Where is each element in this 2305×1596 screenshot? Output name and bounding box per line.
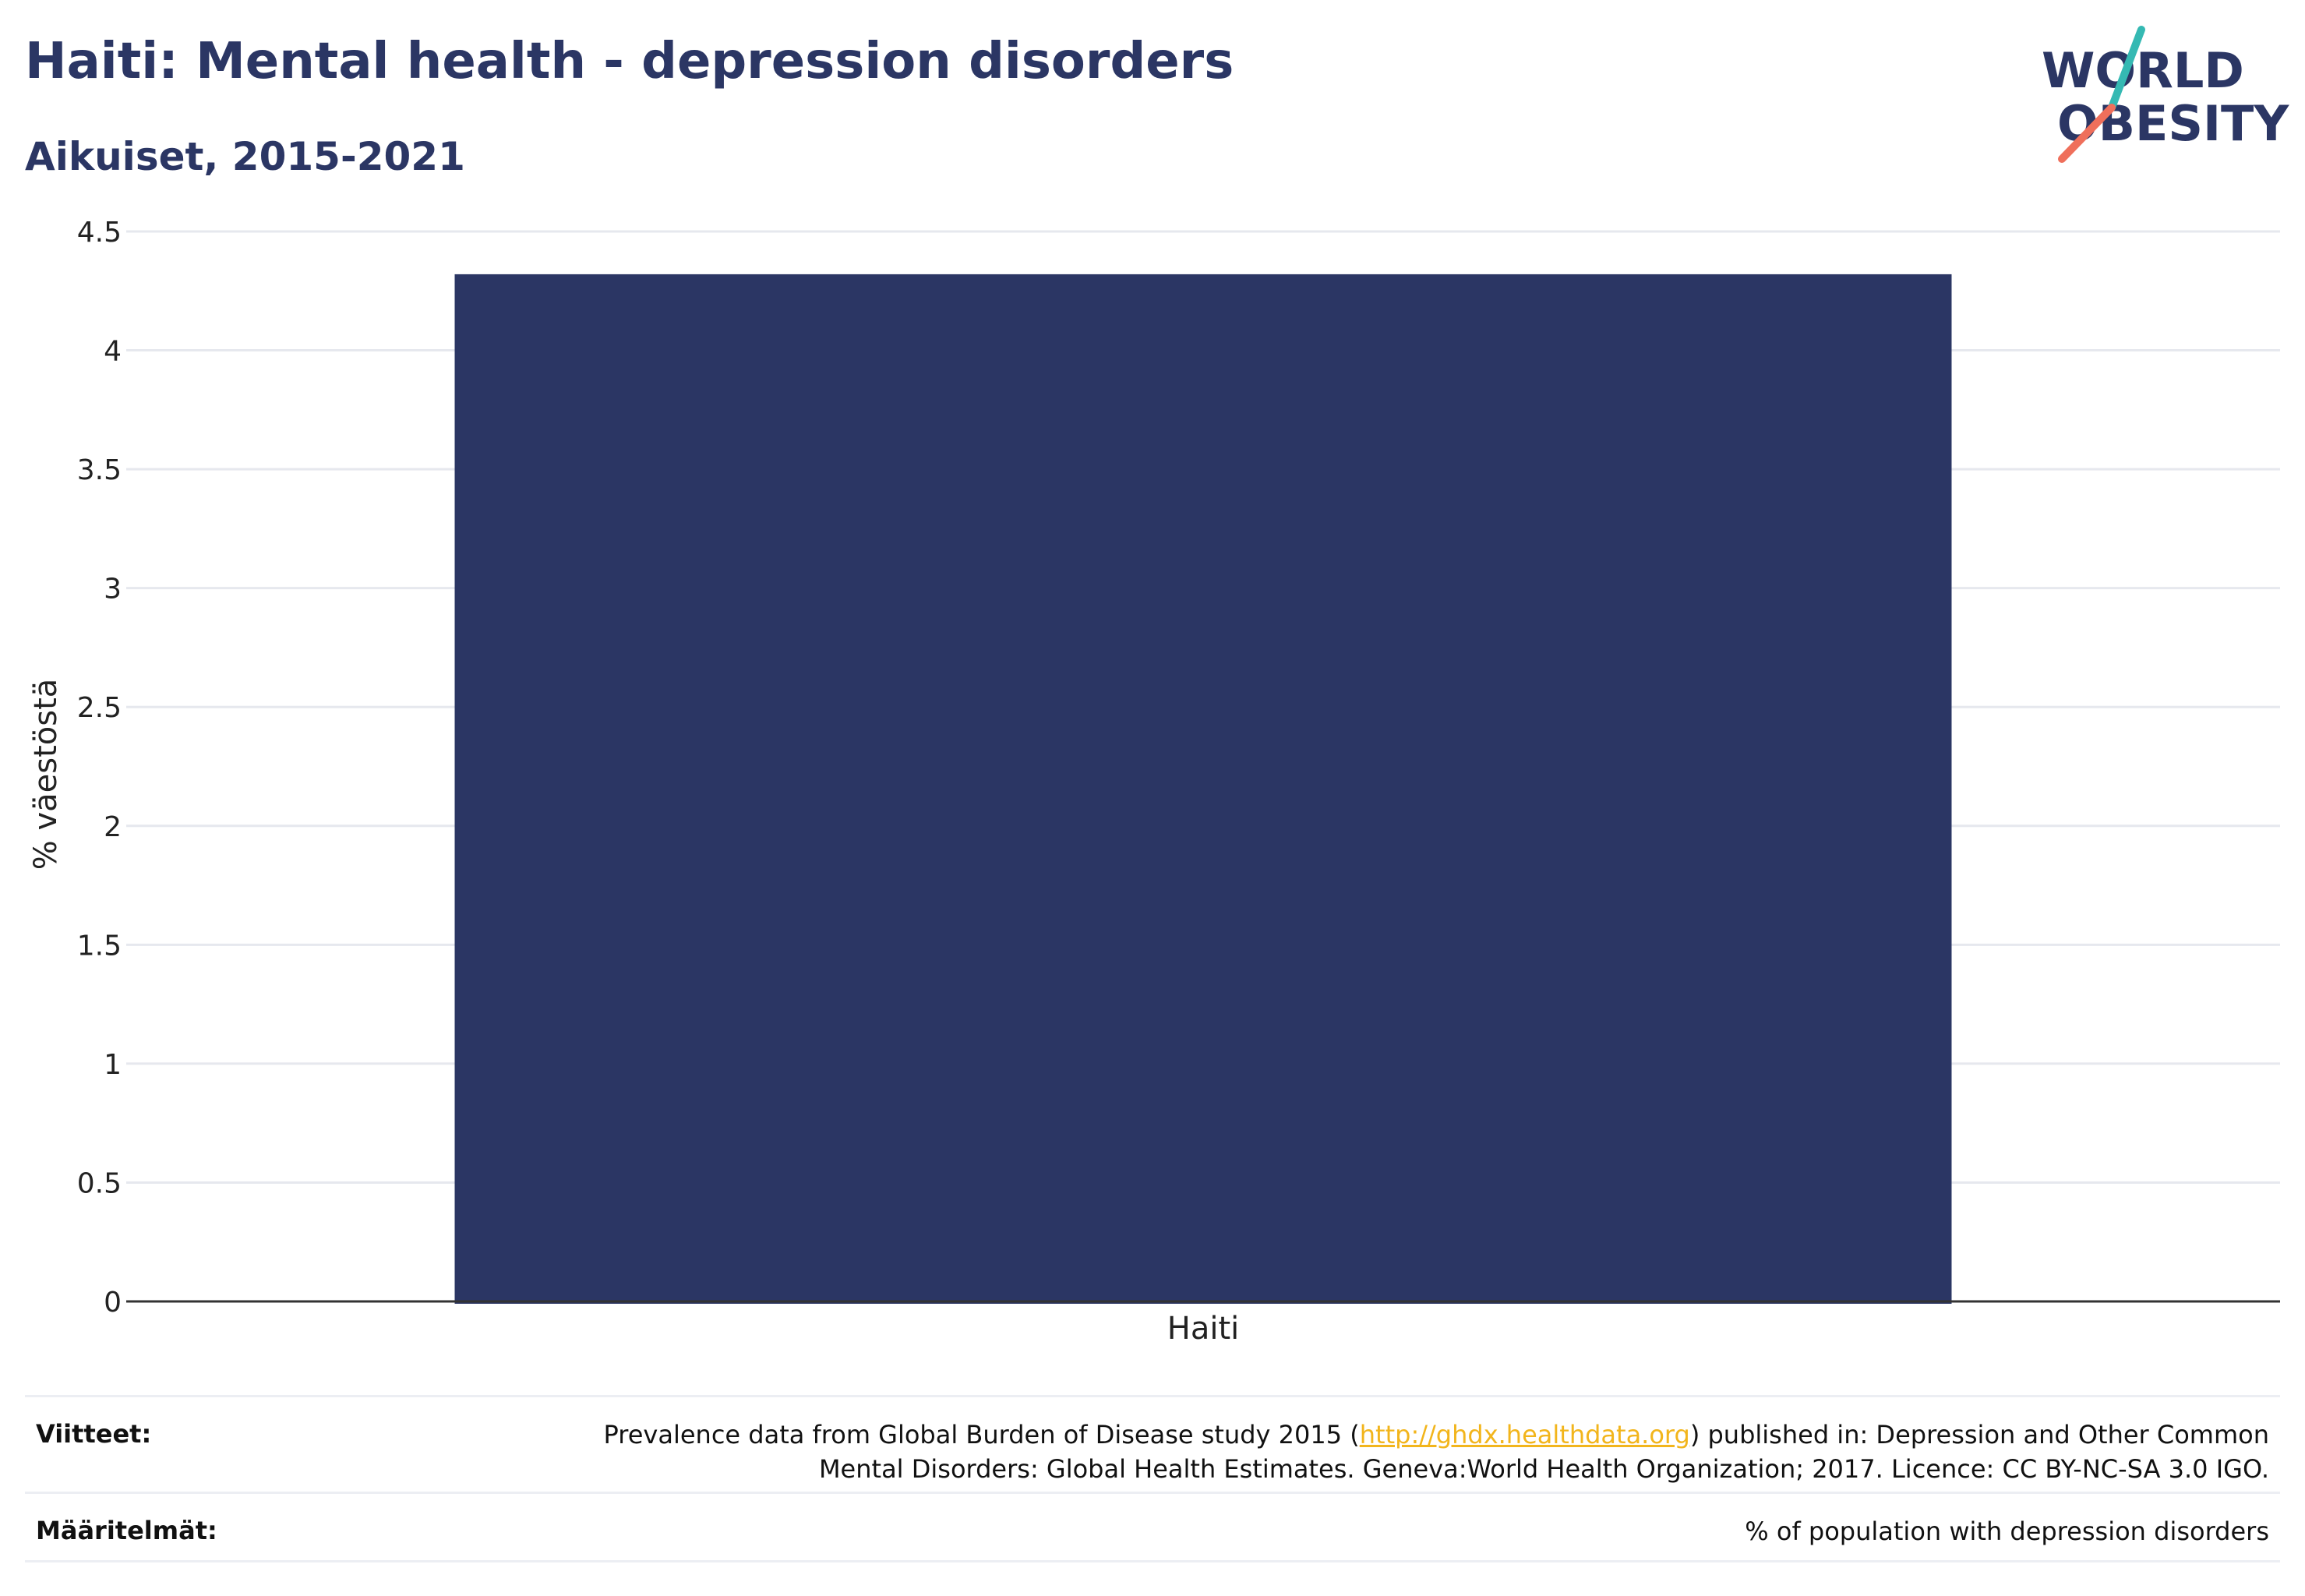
sources-link[interactable]: http://ghdx.healthdata.org [1359, 1420, 1690, 1449]
world-obesity-logo: WORLD OBESITY [2042, 26, 2289, 163]
y-tick-label: 1 [104, 1049, 122, 1081]
logo-text-world: WORLD [2042, 42, 2244, 99]
chart-title: Haiti: Mental health - depression disord… [25, 33, 1234, 90]
y-tick-label: 1.5 [77, 930, 122, 962]
bars [454, 274, 1952, 1304]
y-axis-label: % väestöstä [28, 679, 64, 870]
sources-text-pre: Prevalence data from Global Burden of Di… [603, 1420, 1360, 1449]
logo-slash-teal [2108, 26, 2145, 111]
y-tick-label: 4 [104, 336, 122, 368]
footer-sources-row: Viitteet: Prevalence data from Global Bu… [25, 1395, 2280, 1494]
sources-text: Prevalence data from Global Burden of Di… [604, 1418, 2269, 1486]
sources-text-post: ) published in: Depression and Other Com… [1689, 1420, 2269, 1449]
footer-bottom-rule [25, 1560, 2280, 1562]
x-tick-labels: Haiti [1167, 1311, 1240, 1347]
logo-slash-coral [2058, 104, 2116, 163]
y-tick-label: 0.5 [77, 1167, 122, 1199]
sources-label: Viitteet: [36, 1419, 152, 1449]
bar-chart: 0 0.5 1 1.5 2 2.5 3 3.5 4 4.5 Haiti % väestöstä [28, 217, 2280, 1347]
footer-definitions-row: Määritelmät: % of population with depres… [25, 1492, 2280, 1562]
y-tick-labels: 0 0.5 1 1.5 2 2.5 3 3.5 4 4.5 [77, 217, 122, 1319]
y-tick-label: 2.5 [77, 692, 122, 724]
y-tick-label: 0 [104, 1287, 122, 1319]
chart-subtitle: Aikuiset, 2015-2021 [25, 134, 465, 179]
bar-haiti [454, 274, 1952, 1304]
y-tick-label: 3.5 [77, 454, 122, 486]
x-tick-label: Haiti [1167, 1311, 1240, 1347]
y-tick-label: 3 [104, 574, 122, 606]
y-tick-label: 2 [104, 811, 122, 843]
definitions-text: % of population with depression disorder… [1745, 1517, 2269, 1546]
y-tick-label: 4.5 [77, 217, 122, 249]
sources-text-line2: Mental Disorders: Global Health Estimate… [818, 1454, 2269, 1484]
definitions-label: Määritelmät: [36, 1516, 217, 1545]
